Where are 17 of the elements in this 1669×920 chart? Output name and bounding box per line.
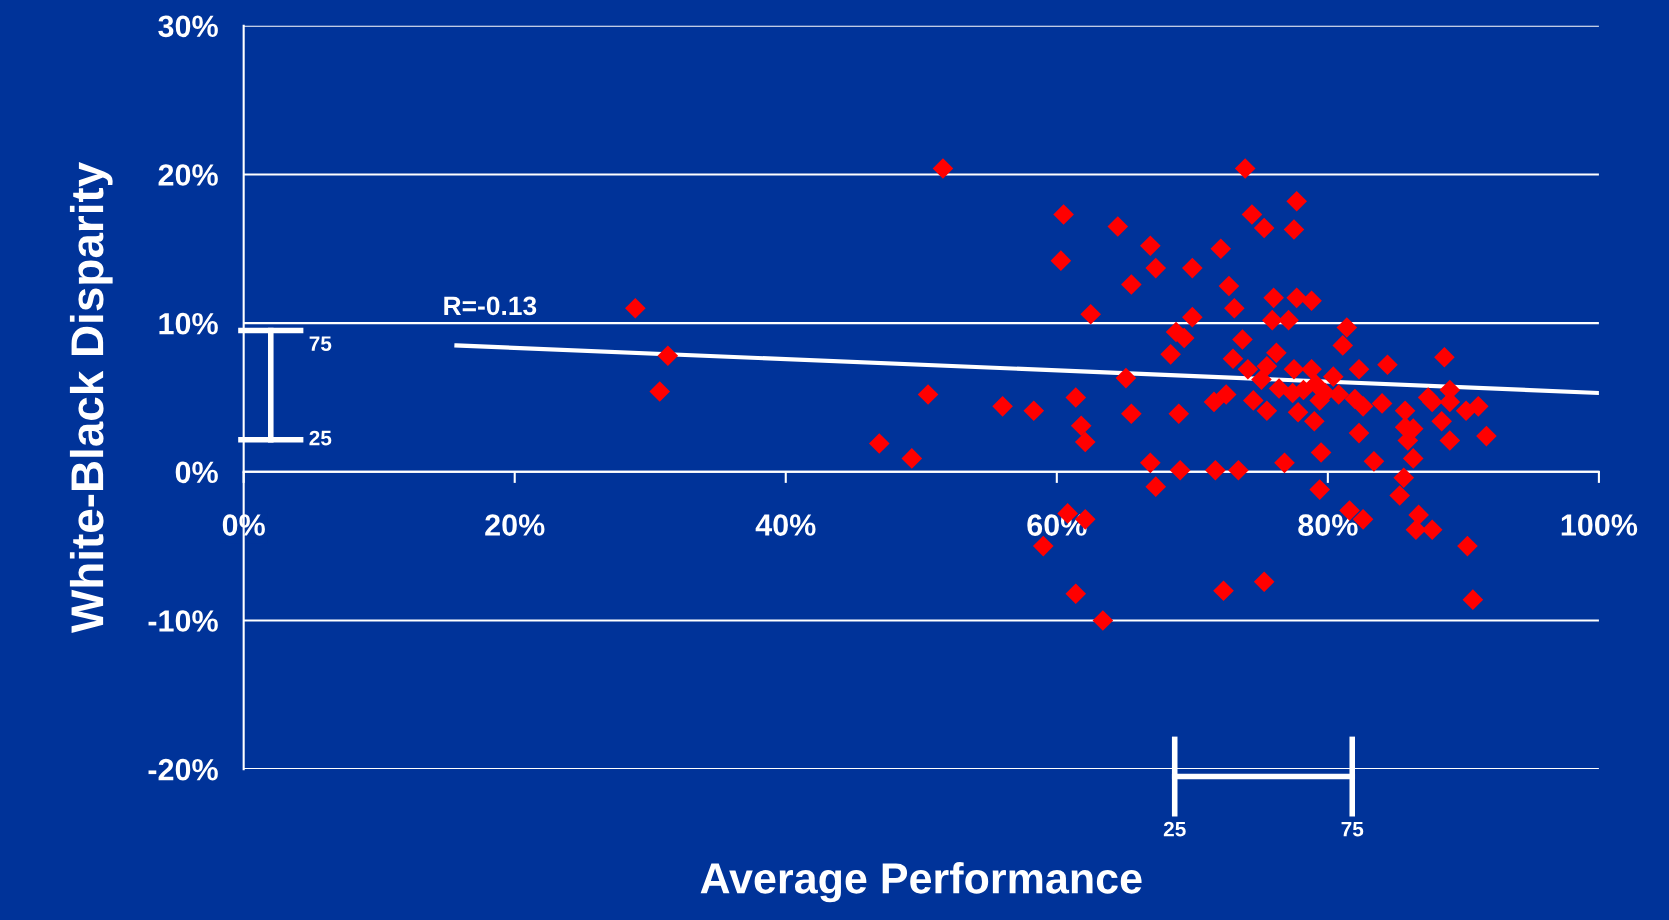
x-axis-title: Average Performance <box>700 862 1142 903</box>
x-tick-label: 80% <box>1298 514 1358 536</box>
y-tick-label: -10% <box>148 610 218 632</box>
x-tick-label: 40% <box>755 514 816 536</box>
y-tick-label: 30% <box>158 15 218 38</box>
x-tick-label: 100% <box>1561 514 1638 536</box>
y-tick-label: 20% <box>158 164 218 186</box>
x-tick-label: 20% <box>485 514 545 536</box>
annotation: R=-0.13 <box>444 296 537 316</box>
y-tick-label: 0% <box>175 461 218 484</box>
annotation: 25 <box>309 430 332 446</box>
annotation: 75 <box>309 336 332 351</box>
text: 25 <box>1163 821 1186 837</box>
text: 75 <box>1341 821 1364 837</box>
y-tick-label: 10% <box>159 312 218 335</box>
y-axis-title: White-Black Disparity <box>69 162 113 633</box>
y-tick-label: -20% <box>148 758 218 781</box>
